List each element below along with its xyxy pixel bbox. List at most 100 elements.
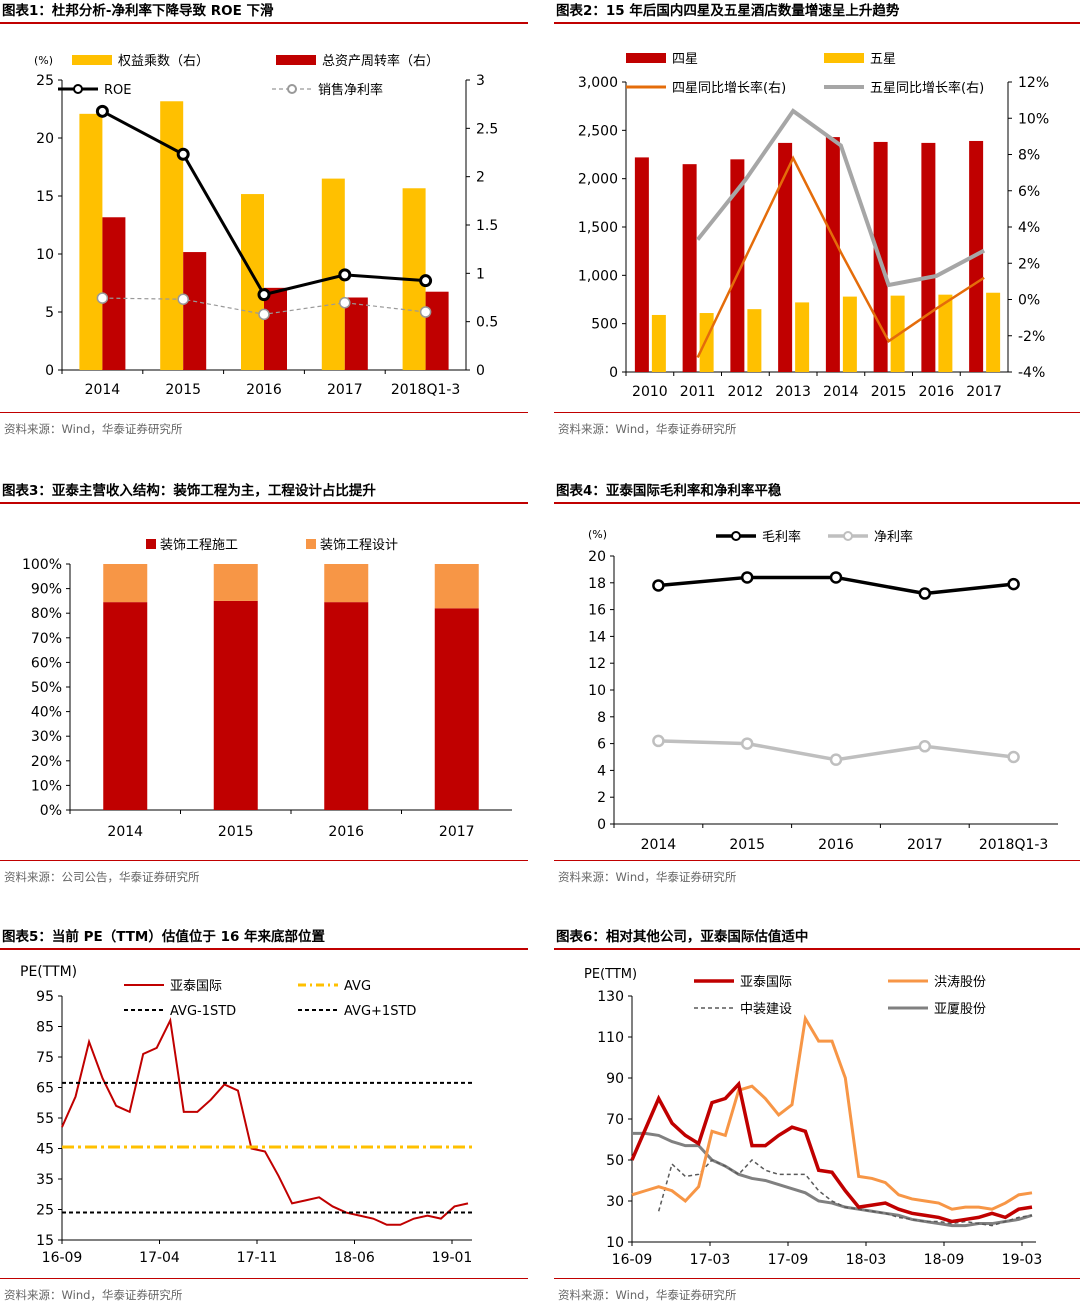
chart-4-legend-gross-label: 毛利率	[762, 529, 801, 545]
chart-5-x-tick-label: 18-06	[334, 1250, 375, 1266]
chart-4-unit-label: (%)	[588, 528, 607, 541]
chart-3-bar-construction	[214, 601, 258, 810]
chart-2-right-tick-label: 8%	[1018, 148, 1040, 164]
chart-6-left-tick-label: 30	[606, 1194, 624, 1210]
chart-1-left-tick-label: 15	[36, 189, 54, 205]
chart-3-category-label: 2016	[328, 824, 364, 840]
chart-2-legend-five-growth-label: 五星同比增长率(右)	[870, 80, 984, 96]
chart-4-point-net-margin	[920, 741, 930, 751]
chart-4-left-tick-label: 12	[588, 656, 606, 672]
chart-4-category-label: 2017	[907, 837, 943, 853]
chart-1-bar-equity-multiplier	[79, 114, 102, 370]
chart-1-left-tick-label: 25	[36, 73, 54, 89]
chart-3-legend-construction-swatch	[146, 539, 156, 549]
chart-5-x-tick-label: 17-04	[139, 1250, 180, 1266]
chart-6-x-tick-label: 17-09	[768, 1252, 809, 1268]
chart-6-legend-hongtao-label: 洪涛股份	[934, 974, 986, 990]
chart-3-source: 资料来源：公司公告，华泰证券研究所	[0, 860, 528, 885]
panel-chart-3: 图表3：亚泰主营收入结构：装饰工程为主，工程设计占比提升 0% 10% 20% 30%…	[0, 480, 528, 890]
chart-6-title: 图表6：相对其他公司，亚泰国际估值适中	[554, 926, 1080, 950]
chart-1-point-roe	[259, 290, 269, 300]
chart-6-x-tick-label: 19-03	[1002, 1252, 1043, 1268]
chart-4: (%) 0 2 4 6 8 10 12 14 16 18 20 2014 2015 2016 2017 2018…	[554, 508, 1080, 858]
chart-4-legend-net-marker	[844, 532, 852, 540]
chart-1-left-tick-label: 10	[36, 247, 54, 263]
chart-6-legend-zhongzhuang-label: 中装建设	[740, 1002, 792, 1017]
chart-4-point-net-margin	[653, 736, 663, 746]
chart-4-left-tick-label: 16	[588, 603, 606, 619]
chart-3-left-tick-label: 50%	[31, 680, 62, 696]
chart-2-legend-four-star-label: 四星	[672, 52, 698, 67]
chart-5: PE(TTM)15253545556575859516-09 17-04 17-11…	[0, 952, 528, 1278]
chart-2-bar-five-star	[700, 313, 714, 372]
chart-5-x-tick-label: 17-11	[237, 1250, 278, 1266]
chart-3-bar-design	[324, 564, 368, 602]
chart-5-x-tick-label: 19-01	[432, 1250, 473, 1266]
chart-6-left-tick-label: 90	[606, 1071, 624, 1087]
chart-1-legend-equity-swatch	[72, 55, 112, 65]
chart-2-left-tick-label: 500	[591, 317, 618, 333]
chart-4-category-label: 2016	[818, 837, 854, 853]
chart-5-title: 图表5：当前 PE（TTM）估值位于 16 年来底部位置	[0, 926, 528, 950]
chart-1-legend-turnover-swatch	[276, 55, 316, 65]
chart-1-bar-equity-multiplier	[160, 101, 183, 370]
chart-2-category-label: 2016	[919, 384, 955, 400]
chart-4-point-gross-margin	[653, 580, 663, 590]
chart-1-bar-equity-multiplier	[241, 194, 264, 370]
chart-5-left-tick-label: 55	[36, 1111, 54, 1127]
chart-5-left-tick-label: 65	[36, 1081, 54, 1097]
chart-1-point-net-margin	[259, 309, 269, 319]
chart-6-left-tick-label: 110	[597, 1030, 624, 1046]
chart-1-left-tick-label: 20	[36, 131, 54, 147]
chart-5-source: 资料来源：Wind，华泰证券研究所	[0, 1278, 528, 1303]
chart-1-title: 图表1：杜邦分析-净利率下降导致 ROE 下滑	[0, 0, 528, 24]
panel-chart-4: 图表4：亚泰国际毛利率和净利率平稳 (%) 0 2 4 6 8 10 12 14 16 18 20 20…	[554, 480, 1080, 890]
chart-2-category-label: 2015	[871, 384, 907, 400]
chart-2: 0 500 1,000 1,500 2,000 2,500 3,000 -4% -2% 0% 2% 4…	[554, 28, 1080, 416]
chart-3-bar-construction	[324, 602, 368, 810]
chart-4-left-tick-label: 14	[588, 629, 606, 645]
chart-4-point-net-margin	[742, 739, 752, 749]
chart-2-bar-four-star	[635, 157, 649, 372]
chart-1-category-label: 2018Q1-3	[391, 382, 461, 398]
chart-4-point-gross-margin	[1009, 579, 1019, 589]
chart-1-unit-label: (%)	[34, 54, 53, 67]
chart-5-line-yatai	[62, 1020, 468, 1224]
chart-6-y-label: PE(TTM)	[584, 967, 637, 982]
chart-3-left-tick-label: 40%	[31, 705, 62, 721]
chart-1-legend-netmargin-marker	[288, 85, 296, 93]
chart-5-left-tick-label: 85	[36, 1020, 54, 1036]
chart-2-category-label: 2011	[680, 384, 716, 400]
chart-1-bar-asset-turnover	[426, 292, 449, 370]
chart-2-category-label: 2012	[728, 384, 764, 400]
chart-2-right-tick-label: 0%	[1018, 293, 1040, 309]
chart-2-bar-four-star	[921, 143, 935, 372]
chart-2-left-tick-label: 1,500	[578, 220, 618, 236]
chart-5-left-tick-label: 45	[36, 1142, 54, 1158]
chart-5-left-tick-label: 95	[36, 989, 54, 1005]
chart-1-legend-roe-marker	[74, 85, 82, 93]
chart-2-left-tick-label: 1,000	[578, 268, 618, 284]
chart-2-bar-four-star	[683, 164, 697, 372]
chart-1-bar-asset-turnover	[264, 288, 287, 370]
chart-2-bar-five-star	[795, 302, 809, 372]
chart-2-legend-five-star-swatch	[824, 53, 864, 63]
chart-2-right-tick-label: 6%	[1018, 184, 1040, 200]
chart-1-left-tick-label: 5	[45, 305, 54, 321]
chart-1-right-tick-label: 0	[476, 363, 485, 379]
chart-2-right-tick-label: -2%	[1018, 329, 1045, 345]
chart-1-point-net-margin	[97, 293, 107, 303]
chart-1-legend-netmargin-label: 销售净利率	[318, 82, 383, 98]
chart-4-left-tick-label: 6	[597, 737, 606, 753]
chart-1-right-tick-label: 2.5	[476, 121, 498, 137]
chart-5-y-label: PE(TTM)	[20, 964, 77, 980]
chart-2-right-tick-label: 12%	[1018, 75, 1049, 91]
chart-4-category-label: 2015	[729, 837, 765, 853]
chart-1-legend-equity-label: 权益乘数（右）	[118, 53, 209, 69]
chart-4-legend-gross-marker	[732, 532, 740, 540]
chart-5-left-tick-label: 35	[36, 1172, 54, 1188]
chart-4-left-tick-label: 0	[597, 817, 606, 833]
chart-5-x-tick-label: 16-09	[42, 1250, 83, 1266]
chart-2-legend-four-star-swatch	[626, 53, 666, 63]
chart-2-bar-five-star	[986, 293, 1000, 372]
